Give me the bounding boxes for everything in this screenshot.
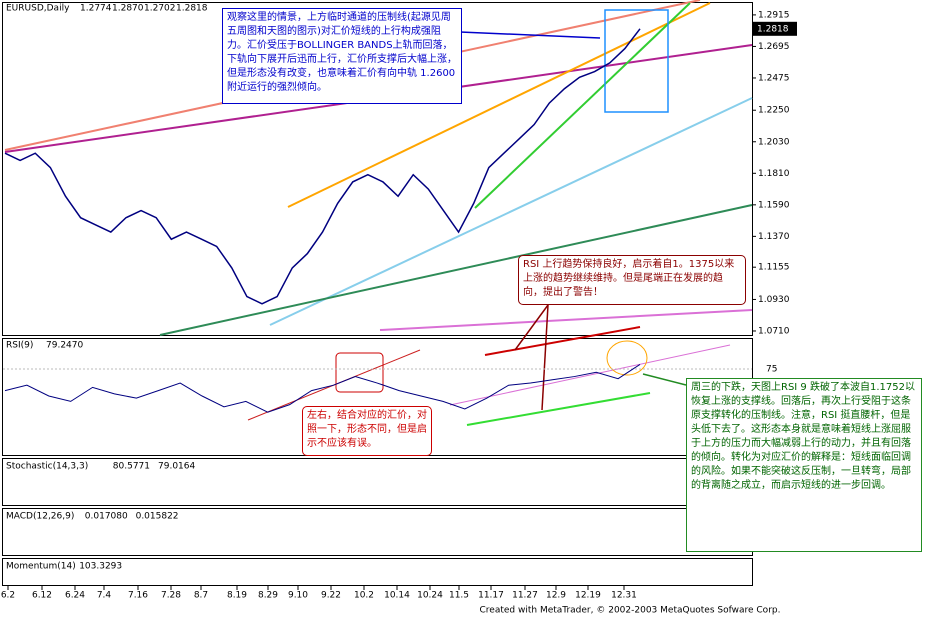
highlight-box (604, 9, 669, 113)
note: 左右，结合对应的汇价，对照一下，形态不同，但是启示不应该有误。 (302, 406, 432, 456)
trendlines (4, 0, 753, 426)
footer: Created with MetaTrader, © 2002-2003 Met… (480, 606, 781, 616)
note: 周三的下跌，天图上RSI 9 跌破了本波自1.1752以恢复上涨的支撑线。回落后… (686, 378, 922, 552)
price-line (4, 28, 641, 305)
note: RSI 上行趋势保持良好，启示着自1。1375以来上涨的趋势继续维持。但是尾端正… (518, 255, 746, 305)
x-tick-label: 8.29 (258, 591, 278, 601)
y-tick-label: 1.2475 (758, 73, 790, 83)
y-tick-label: 1.0710 (758, 326, 790, 336)
y-tick-label: 1.1370 (758, 232, 790, 242)
x-tick-label: 8.7 (194, 591, 208, 601)
y-tick-label: 75 (766, 365, 777, 375)
indicator-label: Stochastic(14,3,3) (6, 462, 88, 472)
current-price: 1.2818 (757, 24, 789, 34)
y-tick-label: 1.2695 (758, 42, 790, 52)
note: 观察这里的情景，上方临时通道的压制线(起源见周五周图和天图的图示)对汇价短线的上… (222, 8, 462, 104)
x-tick-label: 11.17 (478, 591, 504, 601)
y-tick-label: 1.1810 (758, 169, 790, 179)
x-tick-label: 9.10 (288, 591, 308, 601)
x-tick-label: 6.12 (32, 591, 52, 601)
header-close: 1.2818 (176, 4, 208, 14)
y-tick-label: 1.2915 (758, 10, 790, 20)
x-tick-label: 7.4 (97, 591, 112, 601)
x-tick-label: 10.14 (384, 591, 410, 601)
x-tick-label: 11.27 (512, 591, 538, 601)
indicator-reading: 79.0164 (158, 462, 195, 472)
y-tick-label: 1.2250 (758, 106, 790, 116)
x-tick-label: 10.2 (354, 591, 374, 601)
header-symbol: EURUSD,Daily (6, 4, 70, 14)
indicator-label: Momentum(14) (6, 562, 76, 572)
rsi-label: RSI(9) (6, 341, 33, 351)
x-tick-label: 7.28 (161, 591, 181, 601)
x-tick-label: 8.19 (227, 591, 247, 601)
x-tick-label: 6.2 (1, 591, 15, 601)
x-tick-label: 6.24 (65, 591, 85, 601)
arrows (459, 31, 687, 411)
rsi-line (4, 363, 641, 413)
highlight-ellipse (606, 340, 648, 376)
x-tick-label: 12.19 (575, 591, 601, 601)
y-tick-label: 1.1590 (758, 200, 790, 210)
indicator-label: MACD(12,26,9) (6, 512, 74, 522)
header-high: 1.2870 (112, 4, 144, 14)
x-tick-label: 9.22 (321, 591, 341, 601)
rsi-reading: 79.2470 (46, 341, 83, 351)
highlight-box (335, 352, 384, 393)
header-low: 1.2702 (144, 4, 176, 14)
x-tick-label: 7.16 (128, 591, 148, 601)
current-price-box (753, 21, 797, 36)
x-tick-label: 12.9 (546, 591, 566, 601)
y-tick-label: 1.2030 (758, 137, 790, 147)
header-open: 1.2774 (80, 4, 112, 14)
y-tick-label: 1.1155 (758, 263, 790, 273)
indicator-reading: 0.015822 (136, 512, 179, 522)
x-tick-label: 11.5 (449, 591, 469, 601)
x-tick-label: 10.24 (417, 591, 443, 601)
x-tick-label: 12.31 (611, 591, 637, 601)
indicator-reading: 0.017080 (85, 512, 128, 522)
indicator-reading: 103.3293 (79, 562, 122, 572)
indicator-reading: 80.5771 (113, 462, 150, 472)
y-tick-label: 1.0930 (758, 295, 790, 305)
